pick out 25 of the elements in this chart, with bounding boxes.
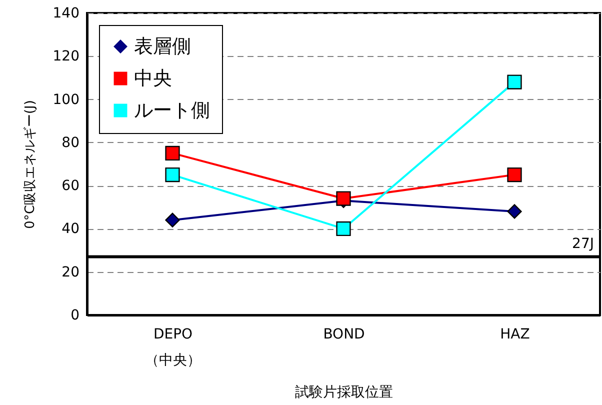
x-tick-label: HAZ [500, 326, 530, 342]
y-tick-label: 60 [62, 178, 80, 194]
y-axis-title: 0°C吸収エネルギー(J) [22, 100, 38, 229]
y-tick-label: 40 [62, 221, 80, 238]
x-axis-title: 試験片採取位置 [295, 384, 393, 400]
point [165, 146, 180, 161]
y-tick-label: 140 [52, 6, 80, 22]
point [507, 204, 522, 219]
legend-label: 表層側 [134, 36, 191, 58]
point [507, 167, 522, 182]
point [165, 212, 180, 228]
y-tick-label: 80 [62, 134, 80, 151]
point [336, 191, 351, 206]
y-tick-label: 20 [62, 264, 80, 280]
y-tick-label: 0 [70, 308, 80, 324]
x-tick-label: BOND [323, 326, 365, 342]
y-tick-label: 120 [52, 48, 80, 65]
ref-line-label: 27J [572, 236, 594, 252]
y-tick-label: 100 [52, 92, 80, 108]
point [507, 74, 522, 90]
legend-label: ルート側 [134, 100, 210, 122]
legend-label: 中央 [134, 68, 172, 90]
x-tick-label: DEPO （中央） [145, 326, 201, 368]
point [165, 167, 180, 182]
point [336, 221, 351, 236]
